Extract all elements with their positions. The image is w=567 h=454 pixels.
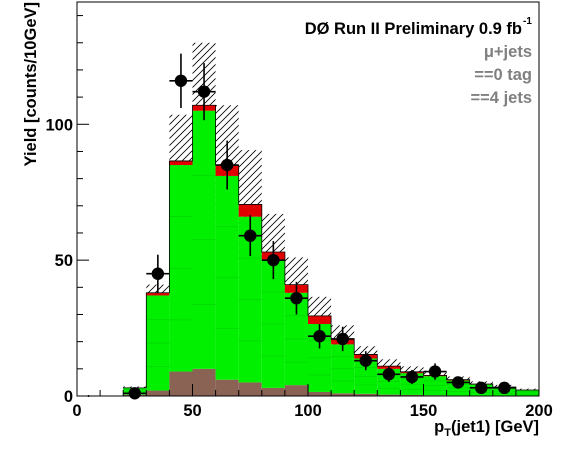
data-point-25 [128, 387, 141, 400]
data-point-185 [498, 381, 511, 395]
bar-brown-40 [169, 371, 193, 396]
x-axis-label-rest: (jet1) [GeV] [451, 418, 539, 436]
data-point-95 [290, 291, 303, 305]
data-point-45 [174, 74, 188, 88]
data-point-115 [336, 332, 349, 346]
y-tick-label-100: 100 [45, 116, 73, 134]
stacked-bars [123, 104, 539, 396]
x-axis-label-main: p [434, 418, 444, 436]
title-superscript: -1 [523, 16, 532, 27]
data-point-105 [313, 330, 326, 343]
data-point-85 [267, 253, 280, 267]
bar-brown-100 [308, 391, 332, 396]
y-axis: 0 50 100 [45, 15, 89, 406]
data-point-125 [359, 354, 372, 367]
data-point-145 [405, 370, 419, 384]
chart-title: DØ Run II Preliminary 0.9 fb [305, 20, 522, 38]
bar-brown-60 [215, 379, 239, 396]
data-point-175 [475, 381, 488, 395]
bar-brown-80 [261, 387, 285, 396]
annotation-jets: ==4 jets [471, 89, 532, 107]
bar-brown-70 [238, 382, 262, 396]
x-tick-label-100: 100 [294, 402, 322, 420]
bar-brown-30 [146, 390, 170, 396]
x-axis-label: pT(jet1) [GeV] [434, 418, 539, 439]
bar-brown-90 [284, 385, 308, 396]
x-tick-label-0: 0 [72, 402, 81, 420]
x-tick-label-150: 150 [410, 402, 438, 420]
bar-brown-130 [377, 394, 401, 396]
data-point-35 [151, 267, 165, 280]
bar-brown-120 [354, 393, 378, 396]
data-point-135 [382, 368, 396, 381]
data-point-155 [428, 365, 442, 378]
x-tick-label-50: 50 [183, 402, 201, 420]
y-axis-label: Yield [counts/10GeV] [22, 2, 40, 166]
bar-brown-110 [331, 393, 355, 396]
x-axis: 0 50 100 150 200 [72, 384, 553, 420]
data-point-65 [220, 158, 234, 172]
annotation-channel: μ+jets [484, 43, 532, 61]
bar-red-100 [308, 315, 332, 324]
stack-outline [123, 104, 539, 391]
bar-brown-140 [400, 394, 424, 396]
x-axis-label-sub: T [444, 427, 451, 439]
bar-red-30 [146, 292, 170, 296]
data-point-165 [451, 376, 465, 389]
y-tick-label-0: 0 [64, 388, 73, 406]
data-point-75 [244, 229, 257, 242]
bar-red-70 [238, 204, 262, 217]
title-main: DØ Run II Preliminary 0.9 fb [305, 20, 522, 38]
bar-brown-50 [192, 368, 216, 396]
annotation-tag: ==0 tag [474, 66, 532, 84]
x-tick-label-200: 200 [525, 402, 553, 420]
bar-red-40 [169, 160, 193, 166]
data-point-55 [197, 85, 211, 98]
data-points [87, 53, 516, 400]
y-tick-label-50: 50 [55, 252, 73, 270]
